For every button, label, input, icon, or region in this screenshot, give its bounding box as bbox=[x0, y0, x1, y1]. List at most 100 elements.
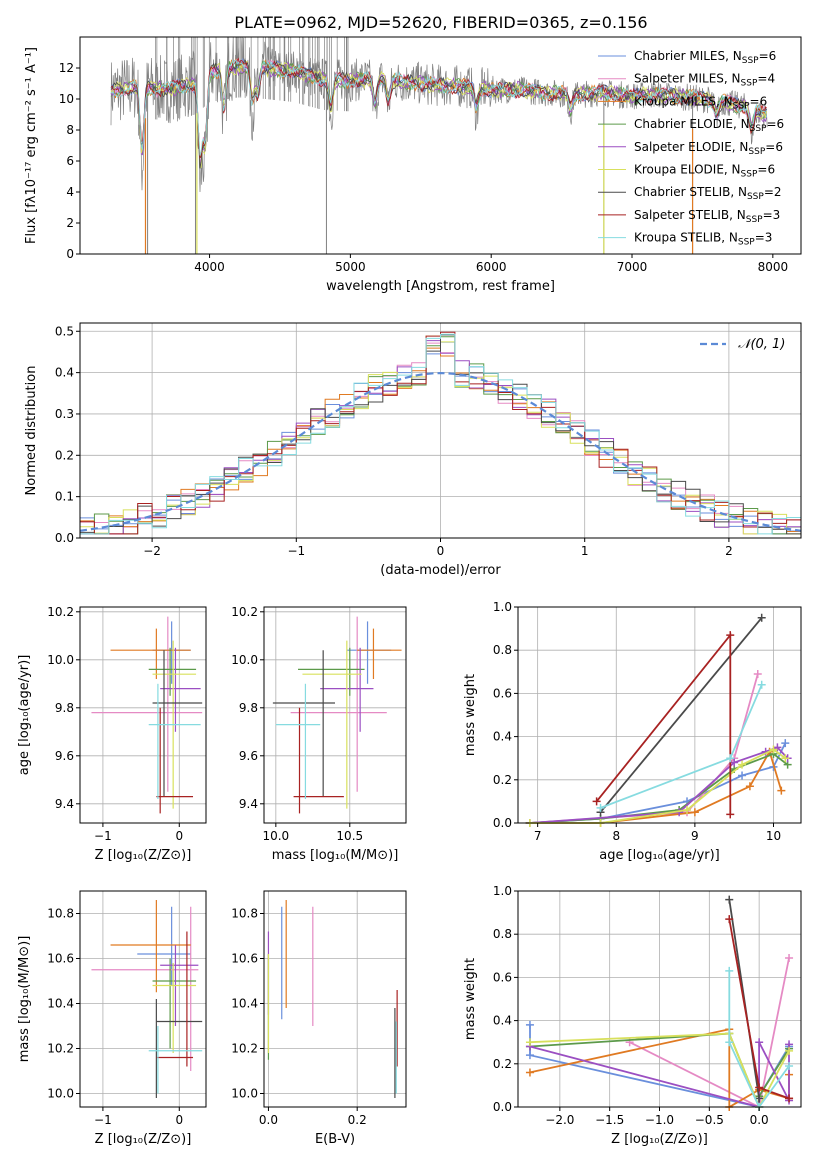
legend-label-model: Kroupa STELIB, N bbox=[634, 231, 738, 245]
mass-weight-point-marker bbox=[785, 953, 794, 962]
x-tick-label: 8 bbox=[612, 829, 620, 843]
mass-weight-point-marker bbox=[738, 760, 747, 769]
legend-label-model: Chabrier ELODIE, N bbox=[634, 117, 750, 131]
y-axis-label: Flux [fλ10⁻¹⁷ erg cm⁻² s⁻¹ A⁻¹] bbox=[24, 47, 39, 244]
x-axis-label: (data-model)/error bbox=[380, 563, 501, 578]
x-tick-label: 0.2 bbox=[348, 1113, 367, 1127]
mass-weight-point-marker bbox=[592, 797, 601, 806]
mass-weight-point-marker bbox=[525, 1051, 534, 1060]
mass-weight-point-marker bbox=[757, 680, 766, 689]
y-tick-label: 0.1 bbox=[55, 490, 74, 504]
axes-frame bbox=[263, 606, 407, 824]
mass-weight-point-marker bbox=[726, 754, 735, 763]
y-tick-label: 9.8 bbox=[55, 701, 74, 715]
legend-label-model: Salpeter MILES, N bbox=[634, 72, 741, 86]
mass-vs-metallicity-panel: −1 0 10.0 10.2 10.4 10.6 10.8 Z [log₁₀(Z/Z⊙)] ma… bbox=[17, 890, 207, 1147]
legend-label-subscript: SSP bbox=[733, 101, 750, 111]
legend-label: Chabrier ELODIE, NSSP=6 bbox=[634, 117, 784, 134]
y-tick-label: 9.4 bbox=[239, 797, 258, 811]
y-tick-label: 0.2 bbox=[493, 1057, 512, 1071]
mass-weight-point-marker bbox=[757, 613, 766, 622]
x-tick-label: 8000 bbox=[758, 260, 789, 274]
x-tick-label: 5000 bbox=[335, 260, 366, 274]
legend-label-subscript: SSP bbox=[750, 124, 767, 134]
mass-weight-point-marker bbox=[525, 1020, 534, 1029]
y-tick-label: 10.0 bbox=[231, 1087, 258, 1101]
axes-frame bbox=[79, 606, 207, 824]
y-tick-label: 0.2 bbox=[493, 773, 512, 787]
mass-weight-point-marker bbox=[690, 808, 699, 817]
legend-label: Chabrier STELIB, NSSP=2 bbox=[634, 185, 782, 202]
legend-label-subscript: SSP bbox=[738, 238, 755, 248]
mass-weight-series-line bbox=[728, 970, 790, 1109]
y-tick-label: 0.0 bbox=[55, 531, 74, 545]
legend-label: Chabrier MILES, NSSP=6 bbox=[634, 49, 776, 66]
x-axis-label: Z [log₁₀(Z/Z⊙)] bbox=[95, 848, 192, 863]
y-tick-label: 12 bbox=[59, 61, 74, 75]
mass-weight-point-marker bbox=[525, 1068, 534, 1077]
x-tick-label: 2 bbox=[725, 544, 733, 558]
x-tick-label: 10.0 bbox=[262, 829, 289, 843]
y-tick-label: 0.8 bbox=[493, 643, 512, 657]
x-tick-label: 4000 bbox=[194, 260, 225, 274]
x-tick-label: 6000 bbox=[476, 260, 507, 274]
residual-histogram-step bbox=[79, 333, 801, 538]
x-tick-label: −1.0 bbox=[645, 1113, 674, 1127]
y-tick-label: 10.0 bbox=[231, 653, 258, 667]
y-tick-label: 10.2 bbox=[47, 1042, 74, 1056]
mass-weight-point-marker bbox=[725, 895, 734, 904]
mass-weight-point-marker bbox=[726, 631, 735, 640]
mass-weight-point-marker bbox=[745, 782, 754, 791]
mass-weight-series-line bbox=[529, 673, 759, 824]
mass-vs-extinction-panel: 0.0 0.2 10.0 10.2 10.4 10.6 10.8 E(B-V) bbox=[231, 890, 407, 1147]
y-tick-label: 6 bbox=[66, 154, 74, 168]
mass-weight-series-line bbox=[529, 752, 789, 824]
x-tick-label: 10.5 bbox=[336, 829, 363, 843]
spectrum-panel: 4000 5000 6000 7000 8000 0 2 4 6 8 10 12 wavelength … bbox=[24, 36, 802, 294]
y-tick-label: 0.8 bbox=[493, 927, 512, 941]
mass-weight-series-line bbox=[529, 742, 787, 824]
y-axis-label: age [log₁₀(age/yr)] bbox=[17, 655, 32, 776]
legend-label: Kroupa MILES, NSSP=6 bbox=[634, 94, 767, 111]
legend-label-subscript: SSP bbox=[741, 79, 758, 89]
y-axis-label: mass [log₁₀(M/M⊙)] bbox=[17, 936, 32, 1063]
x-axis-label: age [log₁₀(age/yr)] bbox=[599, 848, 720, 863]
x-tick-label: 10 bbox=[766, 829, 781, 843]
legend-label-count: =3 bbox=[755, 231, 773, 245]
mass-weight-vs-metallicity-panel: −2.0 −1.5 −1.0 −0.5 0.0 0.0 0.2 0.4 0.6 0.8 1.0 Z [… bbox=[463, 884, 802, 1147]
legend-label-count: =2 bbox=[764, 185, 782, 199]
y-axis-label: Normed distribution bbox=[24, 366, 39, 496]
mass-weight-point-marker bbox=[725, 915, 734, 924]
y-tick-label: 10.2 bbox=[231, 1042, 258, 1056]
legend-label-count: =4 bbox=[757, 72, 775, 86]
x-tick-label: 0 bbox=[175, 1113, 183, 1127]
axes-frame bbox=[263, 890, 407, 1108]
mass-weight-point-marker bbox=[730, 758, 739, 767]
y-tick-label: 10.8 bbox=[47, 907, 74, 921]
mass-weight-point-marker bbox=[755, 1038, 764, 1047]
mass-weight-point-marker bbox=[777, 786, 786, 795]
x-tick-label: −1 bbox=[287, 544, 305, 558]
y-tick-label: 0.2 bbox=[55, 448, 74, 462]
legend-label-model: Kroupa ELODIE, N bbox=[634, 163, 741, 177]
x-axis-label: wavelength [Angstrom, rest frame] bbox=[326, 279, 555, 294]
mass-weight-vs-age-panel: 7 8 9 10 0.0 0.2 0.4 0.6 0.8 1.0 age [log₁₀(age/yr… bbox=[463, 600, 802, 863]
legend-label-model: Kroupa MILES, N bbox=[634, 94, 733, 108]
y-tick-label: 9.8 bbox=[239, 701, 258, 715]
y-tick-label: 10 bbox=[59, 92, 74, 106]
normal-reference-curve bbox=[79, 371, 802, 532]
axes-frame bbox=[79, 36, 802, 255]
mass-weight-point-marker bbox=[781, 739, 790, 748]
x-tick-label: 7000 bbox=[617, 260, 648, 274]
x-tick-label: −2 bbox=[143, 544, 161, 558]
x-tick-label: −0.5 bbox=[695, 1113, 724, 1127]
legend-label-subscript: SSP bbox=[741, 170, 758, 180]
x-tick-label: 0 bbox=[175, 829, 183, 843]
x-tick-label: 0 bbox=[437, 544, 445, 558]
x-tick-label: −1.5 bbox=[595, 1113, 624, 1127]
y-tick-label: 0.3 bbox=[55, 407, 74, 421]
x-axis-label: E(B-V) bbox=[315, 1132, 355, 1147]
residual-histogram-step bbox=[79, 331, 801, 538]
y-tick-label: 8 bbox=[66, 123, 74, 137]
mass-weight-series-line bbox=[529, 746, 789, 824]
